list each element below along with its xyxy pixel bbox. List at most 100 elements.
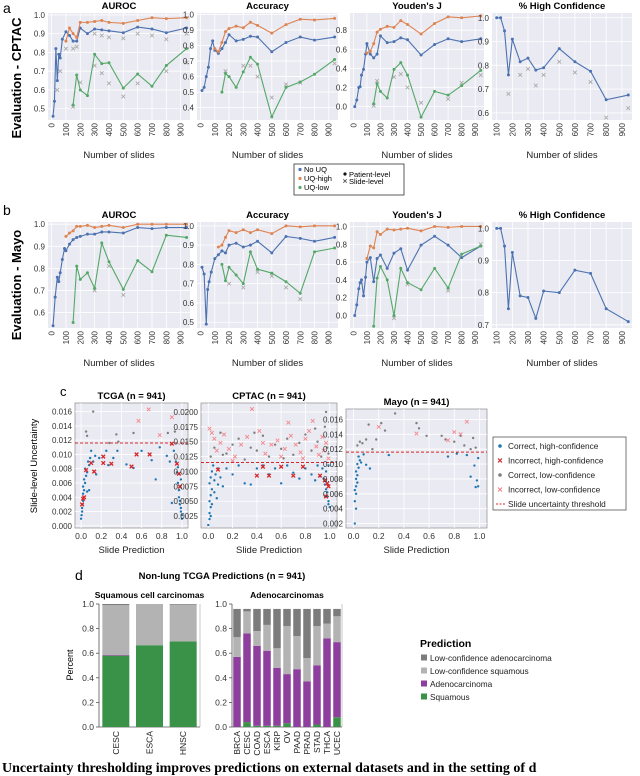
point-correct-high [116,449,119,453]
x-tick-label: 700 [444,330,453,344]
chart-title: AUROC [102,210,137,221]
point-correct-high [94,473,98,476]
data-point [313,250,316,254]
point-incorrect-low [414,431,419,436]
point-correct-high [178,503,182,506]
plot-background [197,222,338,328]
point-correct-low [225,452,228,455]
x-tick-label: 400 [540,122,549,136]
data-point [626,320,630,324]
y-tick-label: 0.6 [34,309,46,318]
x-tick-label: 300 [239,330,248,344]
plot-background [197,13,338,120]
data-point [573,60,577,64]
point-correct-high [107,463,110,467]
slide-level-marker [418,100,424,105]
legend-label: Incorrect, low-confidence [508,485,601,495]
data-point [284,23,288,27]
data-point [372,324,376,328]
data-point [419,288,423,292]
slide-level-marker [446,288,451,293]
data-point [213,257,217,261]
plot-background [200,402,338,529]
plot-background [48,222,190,328]
point-correct-high [79,517,83,520]
y-tick-label: 0.7 [34,286,46,295]
bar-segment-low-confidence-squamous [243,611,251,634]
data-point [93,232,97,236]
point-correct-high [292,471,295,474]
bar-segment-low-confidence-adenocarcinoma [263,608,271,625]
y-tick-label: 0.6 [183,299,195,308]
plot-background [345,408,488,529]
data-point [234,241,238,245]
point-incorrect-low [136,418,141,423]
x-tick-label: 900 [618,122,627,136]
bar-segment-squamous [283,723,291,727]
point-incorrect-low [288,433,293,438]
bar-segment-adenocarcinoma [323,638,331,727]
x-tick-label: 300 [390,122,399,136]
data-point [333,58,337,62]
data-point [107,29,111,33]
legend-label: No UQ [304,165,327,174]
data-point [284,224,288,228]
data-point [150,270,154,274]
chart-title: Squamous cell carcinomas [95,590,205,600]
point-correct-high [362,453,365,456]
point-incorrect-high [147,452,152,457]
x-axis-label: Number of slides [381,150,453,161]
data-point [385,41,389,45]
y-tick-label: 0.4 [82,673,94,683]
point-correct-high [364,463,368,466]
y-tick-label: 0.8 [336,26,348,35]
data-point [216,245,220,249]
point-incorrect-low [230,458,235,463]
slide-level-marker [70,46,76,51]
data-point [399,19,403,23]
point-correct-high [209,494,212,497]
data-point [213,47,217,51]
y-tick-label: 0.7 [478,85,490,94]
point-incorrect-low [257,428,262,434]
panel-d-title: Non-lung TCGA Predictions (n = 941) [139,571,306,582]
data-point [248,243,252,247]
data-point [150,222,154,226]
x-tick-label: 600 [134,122,143,136]
point-correct-high [286,464,289,467]
y-tick-label: 0.0025 [174,512,199,521]
data-point [185,226,189,230]
bar-segment-low-confidence-adenocarcinoma [333,608,341,617]
legend-swatch [421,693,427,700]
data-point [433,224,437,228]
point-incorrect-high [100,460,106,466]
point-correct-high [356,462,359,466]
legend-label: Slide uncertainty threshold [508,499,606,509]
point-correct-high [474,485,477,489]
data-point [75,224,79,228]
y-tick-label: 0.4 [336,276,348,285]
series-line-uq-high [214,17,335,53]
slide-level-marker [164,37,169,42]
data-point [419,115,423,119]
data-point [362,294,366,298]
data-point [499,226,503,230]
data-point [234,39,238,43]
data-point [419,229,423,233]
data-point [372,42,376,46]
data-point [136,72,140,76]
x-tick-label: 0.4 [398,531,410,541]
data-point [78,277,82,281]
bar-segment-low-confidence-squamous [136,604,163,646]
legend-swatch [421,654,427,661]
data-point [78,20,82,24]
data-point [284,280,288,284]
legend-marker [298,167,302,172]
data-point [164,233,168,237]
data-point [526,295,530,299]
y-tick-label: 0.7 [478,321,490,330]
data-point [220,243,224,247]
point-correct-high [321,467,324,470]
bar-segment-adenocarcinoma [303,681,311,727]
